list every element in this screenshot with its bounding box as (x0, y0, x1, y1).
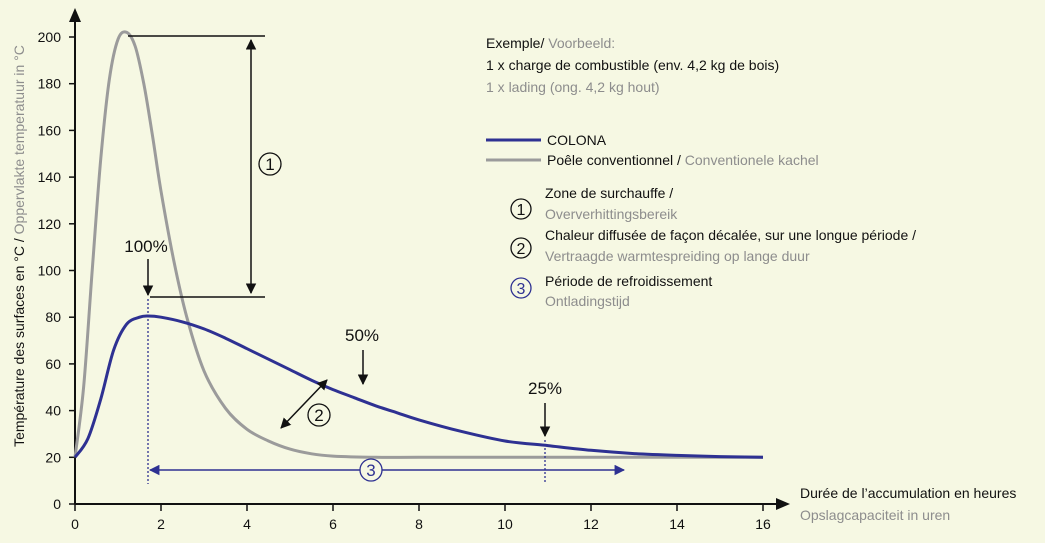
legend-conventional-nl: Conventionele kachel (685, 152, 819, 168)
legend-conventional-fr: Poêle conventionnel / (547, 152, 685, 168)
delayed-heat-arrow (280, 379, 328, 429)
x-tick-label: 14 (669, 516, 685, 532)
x-tick-label: 2 (157, 516, 165, 532)
zone2-badge (307, 403, 331, 427)
series-line-colona (73, 314, 764, 459)
legend-zone3-badge-label: 3 (517, 281, 526, 298)
y-ticks: 0 20 40 60 80 100 120 140 160 180 200 (38, 29, 75, 512)
legend-zone2-fr: Chaleur diffusée de façon décalée, sur u… (545, 227, 916, 243)
legend-charge-fr: 1 x charge de combustible (env. 4,2 kg d… (486, 57, 779, 73)
x-axis-label-fr: Durée de l’accumulation en heures (800, 485, 1016, 501)
x-axis-label-nl: Opslagcapaciteit in uren (800, 507, 950, 523)
y-tick-label: 100 (38, 263, 62, 279)
legend-example-nl: Voorbeeld: (548, 35, 615, 51)
y-tick-label: 60 (45, 356, 61, 372)
legend: Exemple/ Voorbeeld: 1 x charge de combus… (486, 35, 916, 309)
x-tick-label: 0 (71, 516, 79, 532)
x-tick-label: 16 (755, 516, 771, 532)
legend-zone1-nl: Oververhittingsbereik (545, 206, 678, 222)
legend-zone3-badge (510, 277, 532, 299)
peak-label: 100% (124, 237, 167, 256)
y-tick-label: 20 (45, 449, 61, 465)
legend-zone2-nl: Vertraagde warmtespreiding op lange duur (545, 248, 810, 264)
legend-charge-nl: 1 x lading (ong. 4,2 kg hout) (486, 79, 660, 95)
legend-zone2-badge-label: 2 (517, 241, 526, 258)
legend-zone1-badge-label: 1 (517, 202, 526, 219)
y-tick-label: 180 (38, 76, 62, 92)
x-ticks: 0 2 4 6 8 10 12 14 16 (71, 504, 771, 532)
legend-colona-label: COLONA (547, 132, 607, 148)
legend-zone2-badge (510, 237, 532, 259)
y-tick-label: 40 (45, 403, 61, 419)
legend-example-fr: Exemple/ (486, 35, 548, 51)
y-axis-label-nl: Oppervlakte temperatuur in °C (11, 45, 27, 234)
zone2-badge-label: 2 (314, 406, 323, 425)
y-tick-label: 140 (38, 169, 62, 185)
y-axis-arrowhead (69, 8, 81, 22)
y-axis-label-fr: Température des surfaces en °C / (11, 234, 27, 447)
zone3-badge-label: 3 (366, 461, 375, 480)
legend-zone1-badge (510, 198, 532, 220)
x-tick-label: 12 (583, 516, 599, 532)
x-tick-label: 8 (415, 516, 423, 532)
series-line-conventional (73, 30, 763, 459)
y-axis-label: Température des surfaces en °C / Oppervl… (11, 45, 27, 447)
legend-zone3-nl: Ontladingstijd (545, 293, 630, 309)
zone1-badge (258, 152, 282, 176)
x-axis-arrowhead (776, 498, 790, 510)
y-tick-label: 200 (38, 29, 62, 45)
zone1-badge-label: 1 (265, 155, 274, 174)
legend-zone1-fr: Zone de surchauffe / (545, 185, 673, 201)
quarter-label: 25% (528, 379, 562, 398)
zone3-badge (359, 458, 383, 482)
x-tick-label: 4 (243, 516, 251, 532)
y-tick-label: 80 (45, 309, 61, 325)
half-label: 50% (345, 326, 379, 345)
x-tick-label: 6 (329, 516, 337, 532)
y-tick-label: 160 (38, 122, 62, 138)
legend-zone3-fr: Période de refroidissement (545, 273, 712, 289)
y-tick-label: 0 (53, 496, 61, 512)
legend-example: Exemple/ Voorbeeld: (486, 35, 615, 51)
x-tick-label: 10 (497, 516, 513, 532)
y-tick-label: 120 (38, 216, 62, 232)
legend-conventional-label: Poêle conventionnel / Conventionele kach… (547, 152, 819, 168)
